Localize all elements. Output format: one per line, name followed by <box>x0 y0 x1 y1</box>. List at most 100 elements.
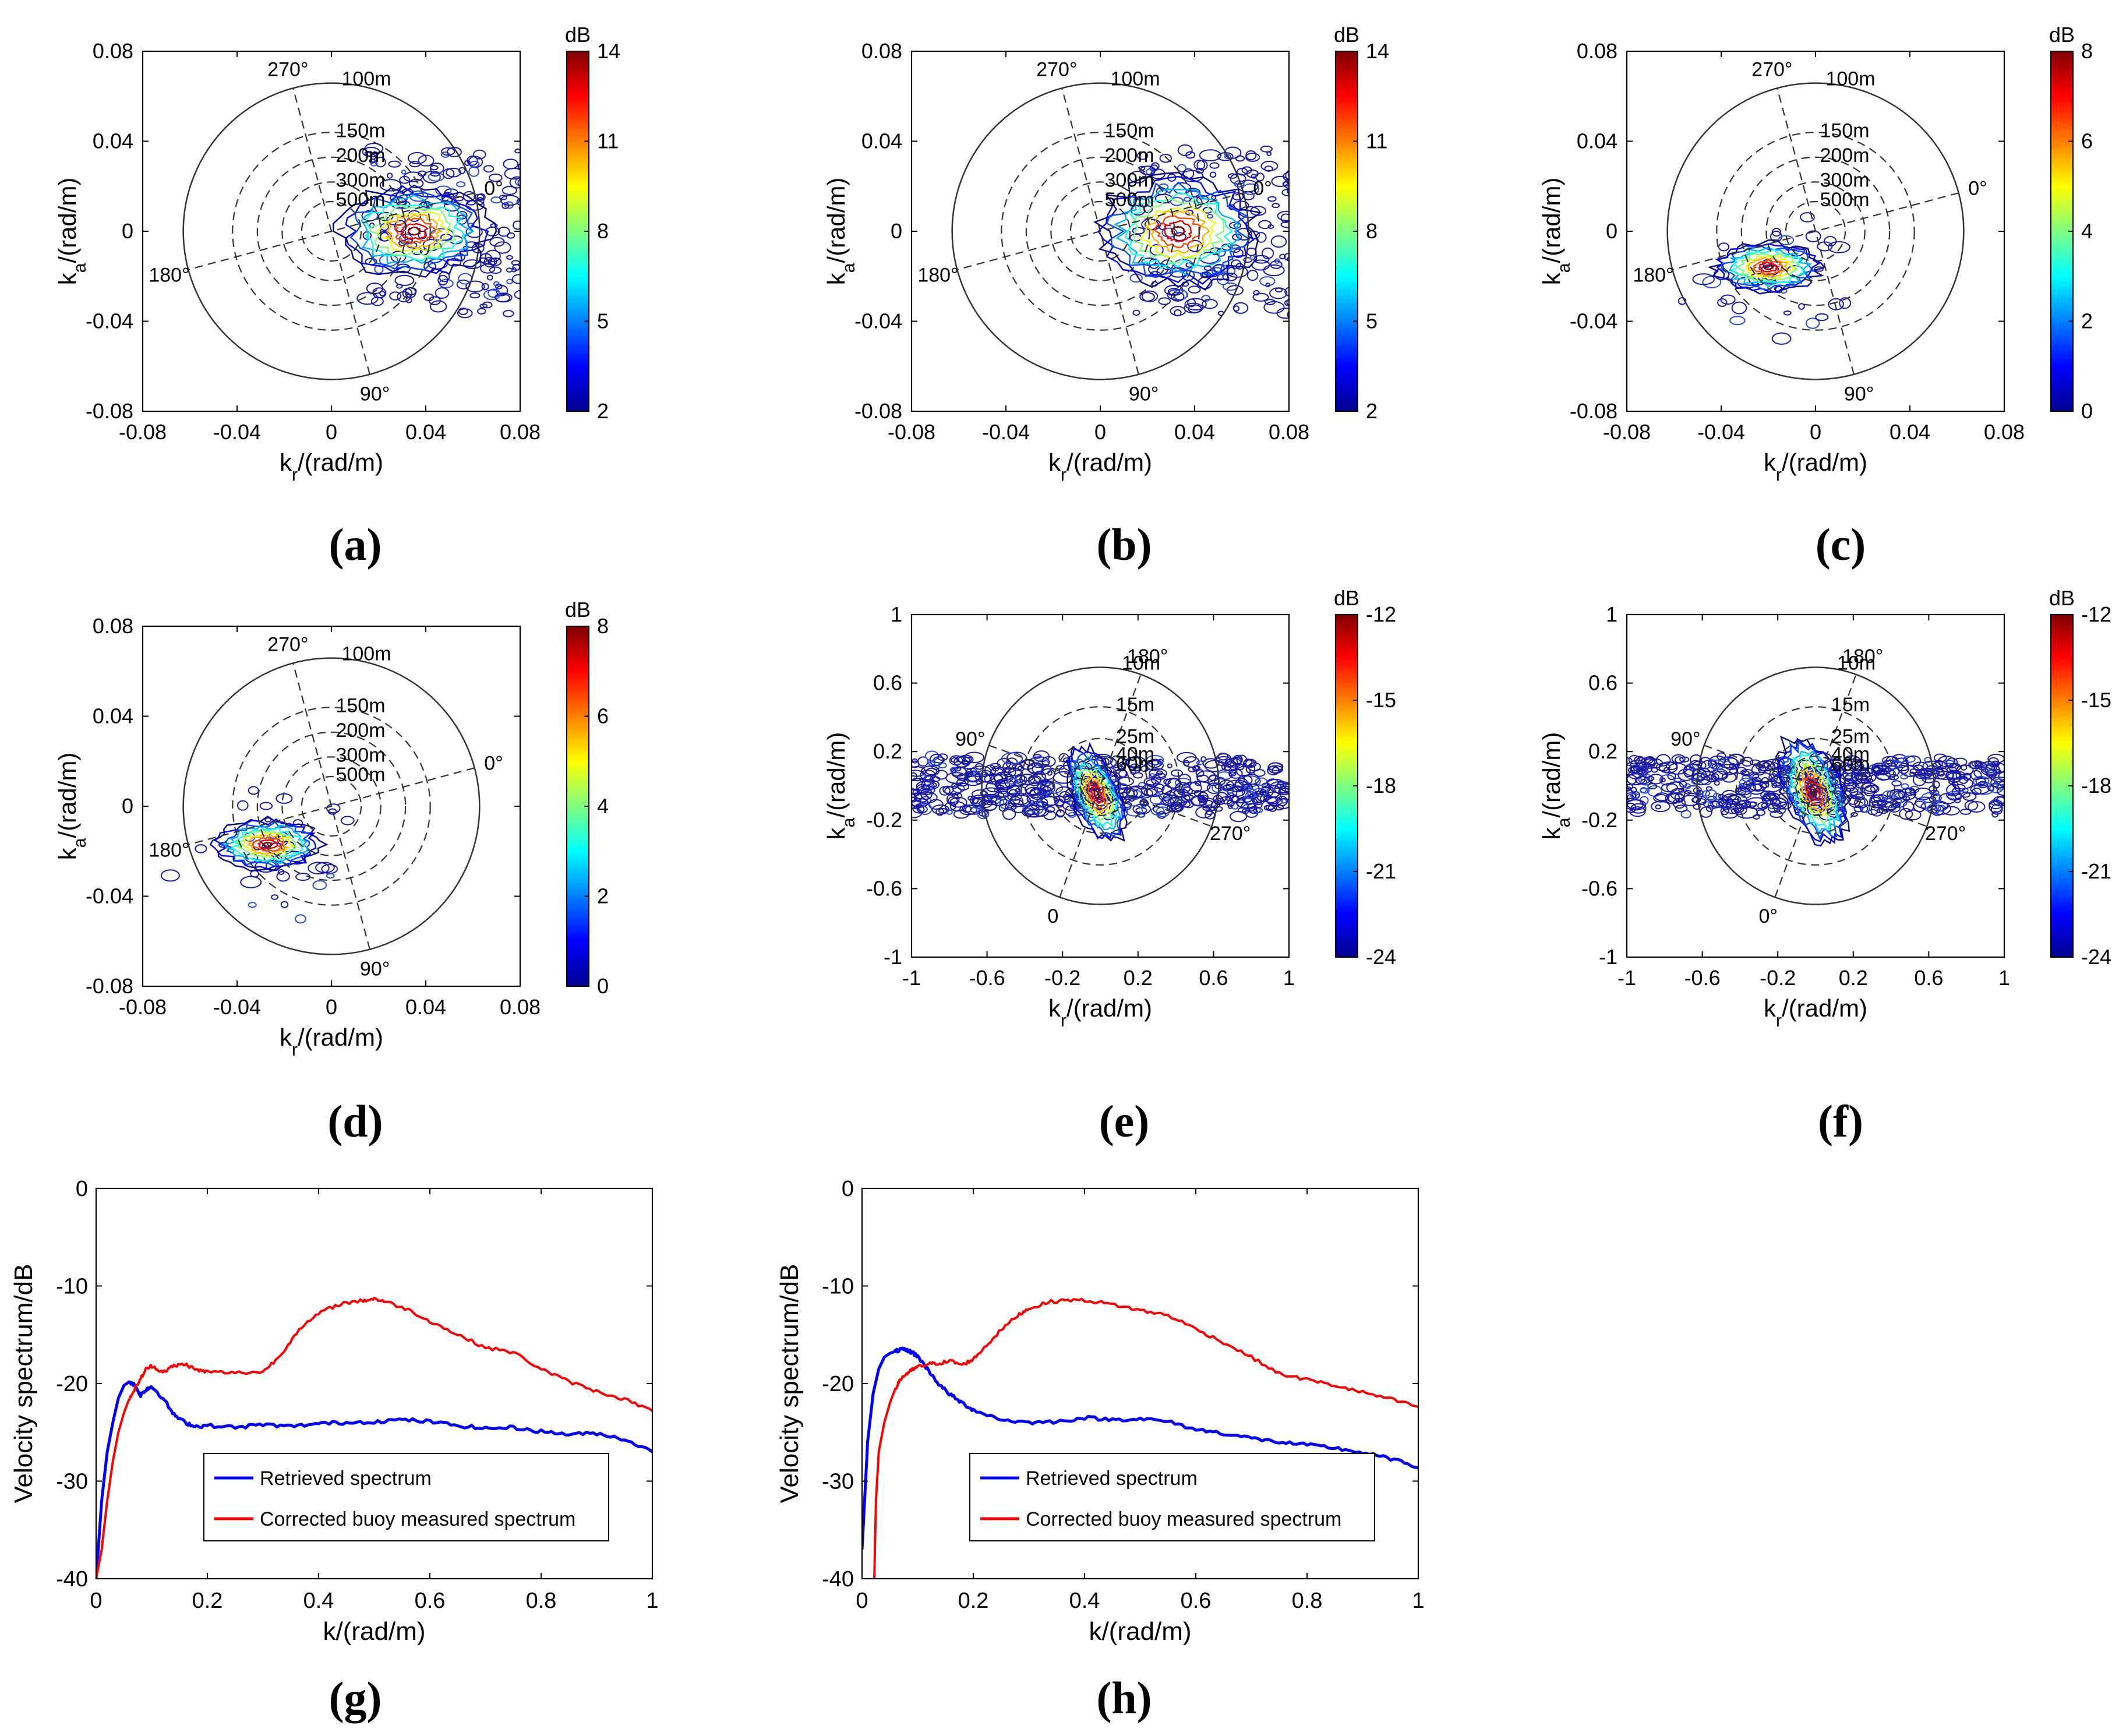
contour-noise <box>935 807 945 816</box>
ring <box>1052 738 1149 834</box>
contour-noise <box>1776 806 1786 814</box>
contour-noise <box>1094 756 1117 769</box>
ring <box>256 156 407 306</box>
contour-noise <box>1266 151 1272 156</box>
contour-noise <box>1679 781 1687 788</box>
contour-noise <box>465 280 485 292</box>
series-line-buoy <box>873 1297 1418 1579</box>
axes-box <box>910 613 1290 958</box>
contour-level <box>1080 771 1113 817</box>
contour-noise <box>1902 756 1916 763</box>
contour-noise <box>1177 144 1193 156</box>
contour-noise <box>1817 241 1833 252</box>
contour-noise <box>1227 804 1233 809</box>
contour-level <box>1803 774 1824 807</box>
contour-noise <box>1015 788 1020 793</box>
contour-noise <box>1027 762 1044 775</box>
contour-noise <box>403 171 423 182</box>
contour-noise <box>1163 791 1177 804</box>
contour-noise <box>1171 291 1185 302</box>
contour-noise <box>1252 292 1269 302</box>
contour-noise <box>1040 795 1058 807</box>
contour-layer <box>1677 212 1851 345</box>
colorbar-tick-label: -18 <box>2081 774 2111 798</box>
x-axis-label: k/(rad/m) <box>1089 1617 1192 1646</box>
contour-noise <box>919 777 925 783</box>
contour-noise <box>1706 774 1717 782</box>
y-tick-label: -1 <box>1599 945 1617 969</box>
contour-noise <box>514 290 520 299</box>
contour-noise <box>476 193 486 201</box>
contour-noise <box>1891 780 1902 787</box>
contour-noise <box>1905 755 1922 767</box>
contour-noise <box>1227 173 1238 179</box>
contour-noise <box>1193 160 1206 170</box>
contour-noise <box>1815 313 1829 322</box>
y-tick-label: -0.08 <box>854 399 902 423</box>
direction-label: 270° <box>1036 58 1077 80</box>
contour-noise <box>1141 257 1157 266</box>
contour-noise <box>1655 763 1671 772</box>
colorbar-tick-label: 2 <box>597 399 609 423</box>
contour-noise <box>1243 804 1250 811</box>
contour-noise <box>482 301 493 309</box>
contour-noise <box>446 167 461 178</box>
colorbar-tick-label: 8 <box>1366 219 1378 243</box>
y-tick-label: 0.08 <box>93 39 133 63</box>
contour-noise <box>1065 805 1078 817</box>
y-tick-label: -0.04 <box>86 309 133 333</box>
contour-noise <box>1882 756 1897 765</box>
contour-noise <box>524 184 531 190</box>
contour-noise <box>379 291 386 297</box>
colorbar-tick-label: 6 <box>597 704 609 728</box>
contour-noise <box>435 287 450 299</box>
contour-noise <box>1692 273 1715 285</box>
contour-noise <box>1958 775 1969 784</box>
contour-noise <box>973 802 982 810</box>
contour-noise <box>1248 806 1258 814</box>
contour-noise <box>1705 805 1714 812</box>
x-tick-label: 0.2 <box>1124 966 1153 990</box>
contour-level <box>1806 779 1821 802</box>
series-line-retrieved <box>862 1346 1418 1550</box>
x-tick-label: -1 <box>1617 966 1636 990</box>
contour-noise <box>428 172 445 182</box>
panel-label-h: (h) <box>1096 1673 1152 1723</box>
ring <box>1696 666 1935 905</box>
direction-label: 270° <box>267 58 308 80</box>
ring-label: 200m <box>335 719 385 742</box>
contour-noise <box>418 154 435 167</box>
contour-noise <box>1201 295 1211 302</box>
contour-noise <box>1224 758 1235 768</box>
y-tick-label: 0 <box>76 1177 88 1201</box>
contour-noise <box>463 259 482 269</box>
contour-noise <box>458 307 468 315</box>
contour-noise <box>1679 756 1690 763</box>
contour-noise <box>1970 784 1990 795</box>
x-axis-label: kr/(rad/m) <box>1764 449 1867 485</box>
contour-noise <box>1040 779 1047 786</box>
contour-noise <box>965 771 981 782</box>
x-tick-label: 0 <box>326 995 337 1019</box>
ring <box>1001 132 1200 331</box>
legend: Retrieved spectrum Corrected buoy measure… <box>203 1453 609 1541</box>
contour-noise <box>953 809 969 819</box>
panel-label-g: (g) <box>329 1673 382 1723</box>
x-tick-label: -0.04 <box>213 995 261 1019</box>
contour-noise <box>912 760 920 768</box>
contour-noise <box>1692 795 1707 804</box>
x-tick-label: 0.4 <box>1069 1589 1100 1613</box>
contour-noise <box>1770 810 1784 818</box>
contour-noise <box>1158 297 1171 305</box>
contour-noise <box>1245 764 1256 774</box>
ring-label: 25m <box>1831 726 1870 748</box>
contour-noise <box>1029 787 1047 800</box>
x-axis-label: kr/(rad/m) <box>280 1024 383 1060</box>
y-tick-label: -0.04 <box>854 309 902 333</box>
contour-noise <box>489 266 502 274</box>
contour-noise <box>340 816 355 825</box>
panel-label-d: (d) <box>327 1096 383 1146</box>
colorbar <box>566 51 589 412</box>
ring <box>1020 706 1180 866</box>
contour-noise <box>1630 793 1640 799</box>
